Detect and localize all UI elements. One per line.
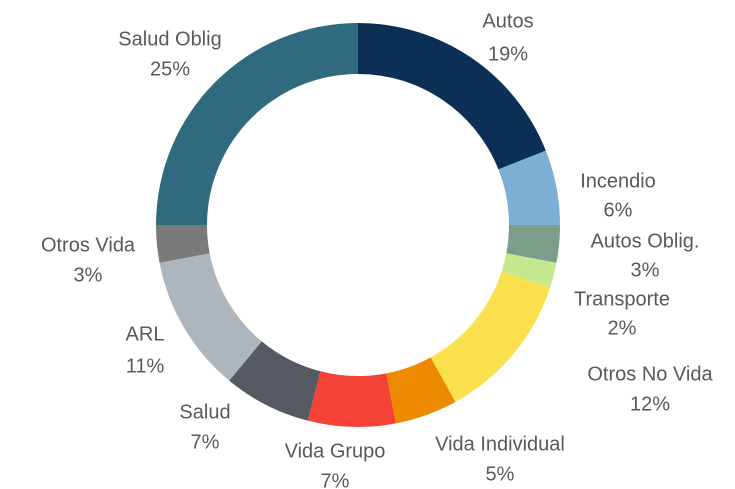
slice-value-label: 12% bbox=[630, 393, 670, 415]
slice-value-label: 6% bbox=[604, 199, 633, 221]
slice-label: Incendio bbox=[580, 170, 656, 192]
slice-label: Vida Individual bbox=[435, 433, 565, 455]
slice bbox=[501, 253, 557, 288]
slice-value-label: 19% bbox=[488, 43, 528, 65]
slice bbox=[229, 341, 321, 421]
slice-label: Otros Vida bbox=[41, 234, 136, 256]
slice bbox=[307, 371, 396, 427]
slice bbox=[498, 150, 560, 225]
slice bbox=[506, 225, 560, 263]
slice-label: Salud Oblig bbox=[118, 28, 221, 50]
slice-value-label: 7% bbox=[191, 431, 220, 453]
slice-value-label: 3% bbox=[74, 264, 103, 286]
slice-label: Otros No Vida bbox=[587, 363, 713, 385]
slice-value-label: 7% bbox=[321, 470, 350, 489]
slice-label: Salud bbox=[179, 401, 230, 423]
slice bbox=[159, 253, 262, 381]
slice-value-label: 11% bbox=[126, 355, 165, 377]
slice-value-label: 25% bbox=[150, 58, 190, 80]
slice bbox=[156, 225, 210, 263]
slice-value-label: 5% bbox=[486, 463, 515, 485]
slice-label: ARL bbox=[126, 323, 165, 345]
slice-label: Autos bbox=[482, 10, 533, 32]
slice-value-label: 2% bbox=[608, 317, 637, 339]
slice-label: Vida Grupo bbox=[285, 440, 386, 462]
slice bbox=[386, 357, 456, 424]
slice bbox=[358, 23, 546, 170]
slice bbox=[430, 271, 551, 403]
slice bbox=[156, 23, 358, 225]
slice-label: Autos Oblig. bbox=[591, 230, 700, 252]
slice-value-label: 3% bbox=[631, 259, 660, 281]
slice-label: Transporte bbox=[574, 288, 670, 310]
